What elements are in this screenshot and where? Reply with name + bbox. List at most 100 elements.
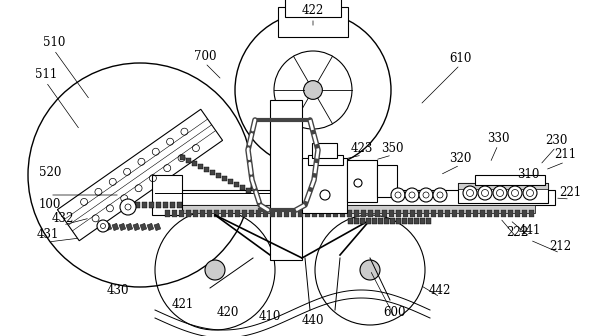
Bar <box>249 210 254 217</box>
Bar <box>291 210 296 217</box>
Circle shape <box>97 220 109 232</box>
Bar <box>234 182 239 187</box>
Text: 410: 410 <box>259 309 281 323</box>
Bar <box>384 218 389 224</box>
Bar <box>198 164 203 169</box>
Bar <box>177 202 182 208</box>
Bar <box>278 7 348 37</box>
Bar <box>515 210 520 217</box>
Circle shape <box>405 188 419 202</box>
Bar <box>256 210 261 217</box>
Bar <box>298 210 303 217</box>
Bar <box>459 210 464 217</box>
Bar <box>179 210 184 217</box>
Bar <box>112 223 119 230</box>
Bar <box>302 158 347 213</box>
Bar <box>222 176 227 181</box>
Text: 511: 511 <box>35 69 57 82</box>
Bar <box>133 223 140 230</box>
Bar <box>156 202 161 208</box>
Bar <box>522 210 527 217</box>
Bar <box>354 210 359 217</box>
Bar <box>458 183 548 189</box>
Circle shape <box>205 260 225 280</box>
Text: 510: 510 <box>43 37 65 49</box>
Bar <box>487 210 492 217</box>
Bar <box>452 210 457 217</box>
Bar <box>410 210 415 217</box>
Bar <box>424 210 429 217</box>
Bar <box>494 210 499 217</box>
Bar <box>228 179 233 184</box>
Bar <box>149 202 154 208</box>
Bar <box>389 210 394 217</box>
Bar <box>128 202 133 208</box>
Text: 420: 420 <box>217 305 239 319</box>
Circle shape <box>478 186 492 200</box>
Bar <box>402 218 407 224</box>
Bar <box>270 210 275 217</box>
Bar <box>529 210 534 217</box>
Bar <box>408 218 413 224</box>
Bar <box>207 210 212 217</box>
Text: 211: 211 <box>554 149 576 162</box>
Circle shape <box>120 199 136 215</box>
Bar <box>200 210 205 217</box>
Text: 440: 440 <box>302 313 325 327</box>
Bar <box>228 210 233 217</box>
Bar <box>368 210 373 217</box>
Bar <box>361 210 366 217</box>
Bar <box>119 223 126 230</box>
Bar <box>240 185 245 190</box>
Bar <box>263 210 268 217</box>
Bar <box>135 202 140 208</box>
Bar <box>340 210 345 217</box>
Bar <box>375 210 380 217</box>
Bar <box>284 210 289 217</box>
Bar <box>214 210 219 217</box>
Bar <box>420 218 425 224</box>
Text: 320: 320 <box>449 152 471 165</box>
Bar <box>305 210 310 217</box>
Bar <box>221 210 226 217</box>
Text: 430: 430 <box>107 284 129 296</box>
Text: 310: 310 <box>517 168 539 181</box>
Text: 700: 700 <box>194 50 216 64</box>
Text: 520: 520 <box>39 166 61 178</box>
Text: 350: 350 <box>381 141 403 155</box>
Bar <box>501 210 506 217</box>
Bar <box>347 210 352 217</box>
Bar <box>155 205 535 213</box>
Text: 330: 330 <box>487 131 509 144</box>
Bar <box>105 223 112 230</box>
Bar <box>360 218 365 224</box>
Bar <box>216 173 221 178</box>
Bar <box>438 210 443 217</box>
Bar <box>480 210 485 217</box>
Bar <box>377 165 397 197</box>
Text: 610: 610 <box>449 51 471 65</box>
FancyBboxPatch shape <box>58 109 222 241</box>
Bar <box>186 210 191 217</box>
Text: 222: 222 <box>506 225 528 239</box>
Bar <box>414 218 419 224</box>
Text: 442: 442 <box>429 284 451 296</box>
Bar <box>396 210 401 217</box>
Bar <box>170 202 175 208</box>
Circle shape <box>320 190 330 200</box>
Bar <box>155 190 555 205</box>
Text: 212: 212 <box>549 241 571 253</box>
Bar <box>417 210 422 217</box>
Bar <box>270 100 302 260</box>
Circle shape <box>360 260 380 280</box>
Bar <box>372 218 377 224</box>
Bar <box>326 210 331 217</box>
Bar <box>193 210 198 217</box>
Bar <box>152 175 182 215</box>
Text: 600: 600 <box>384 305 406 319</box>
Bar <box>466 210 471 217</box>
Text: 432: 432 <box>52 211 74 224</box>
Bar <box>312 143 337 158</box>
Circle shape <box>419 188 433 202</box>
Bar <box>319 210 324 217</box>
